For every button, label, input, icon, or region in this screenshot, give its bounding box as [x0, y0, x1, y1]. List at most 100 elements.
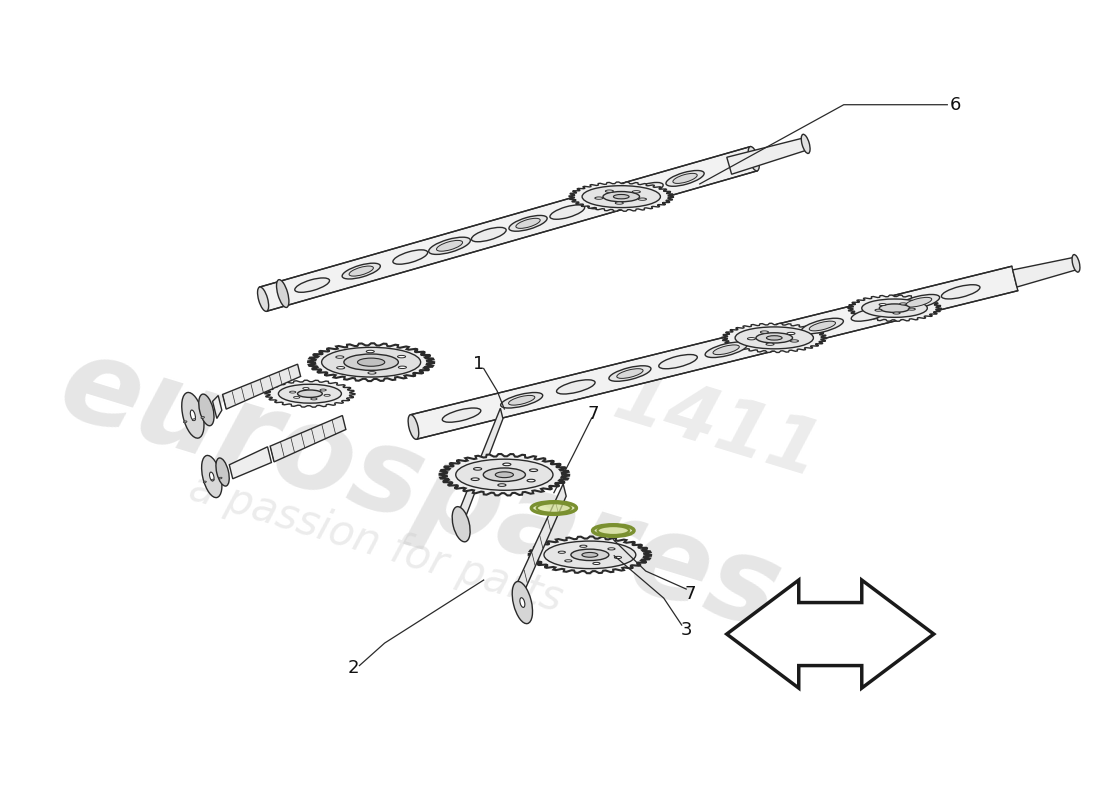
Ellipse shape [594, 196, 618, 206]
Polygon shape [569, 182, 673, 211]
Polygon shape [260, 146, 757, 311]
Polygon shape [229, 446, 272, 478]
Ellipse shape [705, 342, 747, 358]
Ellipse shape [455, 459, 553, 490]
Ellipse shape [199, 394, 214, 426]
Ellipse shape [909, 308, 915, 310]
Ellipse shape [442, 408, 481, 422]
Ellipse shape [595, 526, 631, 535]
Ellipse shape [472, 227, 506, 242]
Ellipse shape [659, 354, 697, 369]
Polygon shape [722, 323, 826, 353]
Ellipse shape [509, 215, 547, 231]
Ellipse shape [500, 393, 542, 408]
Polygon shape [410, 266, 1018, 439]
Ellipse shape [219, 478, 222, 479]
Ellipse shape [498, 484, 506, 486]
Ellipse shape [587, 193, 626, 209]
Polygon shape [222, 364, 300, 409]
Ellipse shape [336, 356, 344, 358]
Ellipse shape [429, 237, 471, 254]
Ellipse shape [337, 366, 344, 369]
Ellipse shape [608, 548, 615, 550]
Ellipse shape [398, 366, 407, 369]
Ellipse shape [366, 350, 374, 353]
Text: 7: 7 [685, 585, 696, 602]
Ellipse shape [900, 303, 906, 305]
Ellipse shape [204, 481, 207, 483]
Ellipse shape [786, 332, 795, 334]
Polygon shape [516, 484, 566, 602]
Polygon shape [271, 415, 345, 462]
Ellipse shape [666, 170, 704, 186]
Ellipse shape [638, 198, 647, 200]
Ellipse shape [564, 560, 572, 562]
Ellipse shape [593, 562, 600, 565]
Ellipse shape [603, 191, 639, 202]
Ellipse shape [209, 472, 214, 481]
Ellipse shape [408, 414, 419, 439]
Ellipse shape [471, 478, 480, 481]
Text: 7: 7 [587, 405, 600, 422]
Text: a passion for parts: a passion for parts [184, 467, 568, 621]
Ellipse shape [182, 393, 204, 438]
Ellipse shape [508, 395, 535, 405]
Ellipse shape [614, 194, 629, 199]
Ellipse shape [713, 345, 739, 354]
Ellipse shape [905, 298, 932, 307]
Ellipse shape [874, 310, 882, 311]
Polygon shape [848, 295, 942, 322]
Ellipse shape [748, 146, 759, 171]
Text: 1411: 1411 [605, 361, 830, 494]
Ellipse shape [535, 502, 574, 514]
Ellipse shape [609, 366, 651, 382]
Ellipse shape [503, 463, 510, 466]
Ellipse shape [513, 582, 532, 624]
Ellipse shape [801, 134, 810, 154]
Ellipse shape [297, 390, 322, 398]
Ellipse shape [278, 384, 341, 403]
Ellipse shape [851, 307, 890, 322]
Polygon shape [1013, 258, 1078, 287]
Ellipse shape [942, 285, 980, 299]
Ellipse shape [595, 197, 603, 199]
Polygon shape [308, 343, 435, 381]
Ellipse shape [810, 321, 836, 331]
Text: eurospares: eurospares [47, 326, 794, 654]
Ellipse shape [321, 347, 420, 377]
Ellipse shape [344, 354, 398, 370]
Ellipse shape [550, 205, 585, 219]
Ellipse shape [557, 380, 595, 394]
Text: 6: 6 [950, 96, 961, 114]
Ellipse shape [673, 174, 697, 183]
Ellipse shape [527, 479, 536, 482]
Ellipse shape [628, 182, 663, 197]
Ellipse shape [192, 418, 196, 421]
Ellipse shape [302, 387, 309, 390]
Ellipse shape [615, 202, 624, 204]
Ellipse shape [893, 312, 900, 314]
Ellipse shape [190, 410, 196, 421]
Ellipse shape [358, 358, 385, 366]
Ellipse shape [767, 336, 782, 340]
Polygon shape [265, 380, 355, 407]
Polygon shape [440, 454, 569, 495]
Polygon shape [529, 537, 651, 574]
Ellipse shape [276, 280, 289, 307]
Ellipse shape [367, 372, 376, 374]
Ellipse shape [558, 551, 565, 554]
Ellipse shape [898, 294, 939, 310]
Ellipse shape [201, 455, 222, 498]
Ellipse shape [582, 186, 660, 208]
Ellipse shape [1072, 254, 1080, 272]
Polygon shape [727, 138, 807, 174]
Ellipse shape [747, 338, 756, 340]
Ellipse shape [324, 394, 330, 396]
Ellipse shape [474, 467, 482, 470]
Ellipse shape [294, 397, 300, 398]
Ellipse shape [393, 250, 428, 264]
Ellipse shape [495, 472, 514, 478]
Text: 3: 3 [681, 621, 692, 638]
Ellipse shape [342, 263, 381, 279]
Ellipse shape [582, 553, 597, 558]
